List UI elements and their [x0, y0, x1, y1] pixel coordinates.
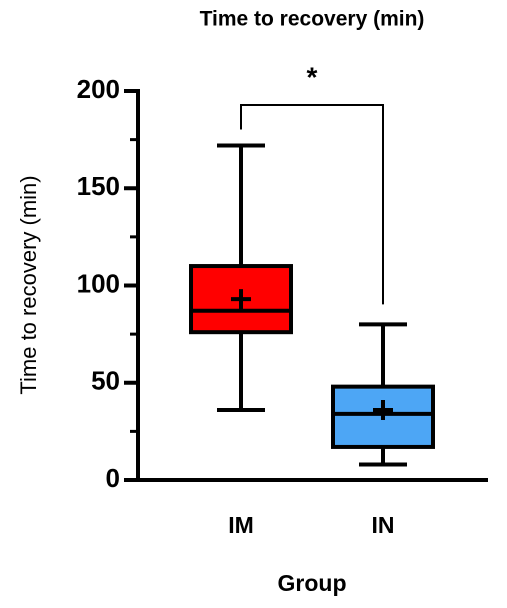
y-tick-label: 50: [91, 366, 120, 396]
y-tick-label: 0: [106, 463, 120, 493]
x-tick-label: IM: [228, 512, 254, 538]
mean-marker: [373, 399, 393, 420]
y-tick-label: 100: [77, 268, 120, 298]
y-tick-label: 200: [77, 74, 120, 104]
significance-label: *: [307, 61, 318, 92]
significance-bracket: [240, 104, 384, 305]
y-axis-label: Time to recovery (min): [16, 175, 41, 394]
chart-title: Time to recovery (min): [200, 8, 425, 31]
mean-marker: [231, 289, 251, 310]
box: [331, 384, 435, 449]
y-tick-label: 150: [77, 171, 120, 201]
x-tick-label: IN: [372, 512, 395, 538]
x-axis-label: Group: [278, 570, 347, 596]
